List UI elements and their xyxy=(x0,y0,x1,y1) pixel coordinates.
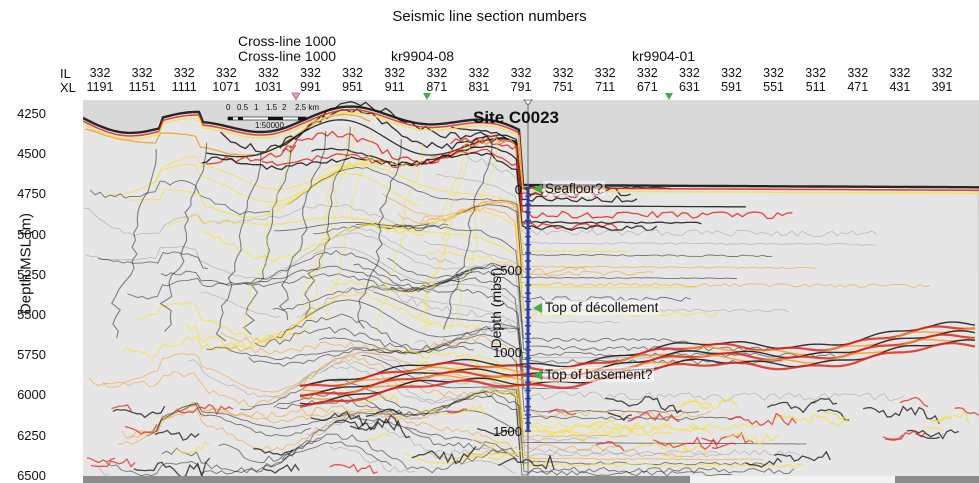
il-value: 332 xyxy=(468,66,490,80)
decollement-annotation: Top of décollement xyxy=(543,300,661,315)
y-tick-label: 5000 xyxy=(17,226,46,242)
il-value: 332 xyxy=(384,66,406,80)
xl-value: 791 xyxy=(510,80,532,94)
borehole-ticks xyxy=(525,187,531,432)
il-value: 332 xyxy=(131,66,153,80)
site-label: Site C0023 xyxy=(473,108,559,127)
depth-tick-500: 500 xyxy=(500,263,522,278)
il-value: 332 xyxy=(805,66,827,80)
depth-tick-0: 0 xyxy=(514,182,522,197)
scale-tick-0: 0 xyxy=(226,103,231,112)
xl-value: 1151 xyxy=(128,80,156,94)
xl-value: 1071 xyxy=(212,80,241,94)
scale-tick-2: 1 xyxy=(254,103,259,112)
y-tick-label: 4250 xyxy=(17,106,46,121)
il-value: 332 xyxy=(847,66,869,80)
xl-value: 711 xyxy=(595,80,616,94)
xl-row-label: XL xyxy=(60,80,76,95)
scale-tick-1: 0.5 xyxy=(237,103,249,112)
figure-title: Seismic line section numbers xyxy=(392,8,587,25)
il-value: 332 xyxy=(889,66,911,80)
il-value: 332 xyxy=(763,66,785,80)
seafloor-annotation: Seafloor? xyxy=(543,181,605,196)
y-tick-label: 4500 xyxy=(17,146,46,162)
il-value: 332 xyxy=(426,66,448,80)
xl-value: 431 xyxy=(889,80,911,94)
il-value: 332 xyxy=(931,66,953,80)
il-value: 332 xyxy=(342,66,364,80)
xl-value: 751 xyxy=(552,80,574,94)
y-tick-label: 6500 xyxy=(17,467,46,483)
il-value: 332 xyxy=(257,66,279,80)
xl-value: 591 xyxy=(721,80,742,94)
il-value: 332 xyxy=(636,66,658,80)
il-value: 332 xyxy=(552,66,574,80)
crossline-label-1: Cross-line 1000 xyxy=(238,33,337,49)
xl-value: 1031 xyxy=(254,80,283,94)
xl-value: 551 xyxy=(763,80,785,94)
line-label-kr9904-08: kr9904-08 xyxy=(391,48,455,64)
xl-value: 671 xyxy=(636,80,658,94)
depth-tick-1000: 1000 xyxy=(493,345,522,360)
scale-tick-5: 2.5 km xyxy=(295,103,320,112)
y-tick-label: 6250 xyxy=(17,427,46,443)
crossline-label-2: Cross-line 1000 xyxy=(238,48,337,64)
xl-value: 831 xyxy=(468,80,490,94)
scale-bar xyxy=(227,116,307,121)
xl-value: 951 xyxy=(342,80,364,94)
crossline-marker-icon xyxy=(291,92,301,101)
depth-tick-1500: 1500 xyxy=(493,424,522,439)
xl-value: 991 xyxy=(300,80,321,94)
il-value: 332 xyxy=(89,66,111,80)
il-value: 332 xyxy=(215,66,237,80)
line-label-kr9904-01: kr9904-01 xyxy=(632,48,696,64)
kr9904-01-marker-icon xyxy=(665,93,673,100)
xl-value: 1191 xyxy=(86,80,114,94)
y-tick-label: 5500 xyxy=(17,307,46,322)
il-value: 332 xyxy=(594,66,616,80)
il-value: 332 xyxy=(510,66,532,80)
il-row-label: IL xyxy=(60,66,71,81)
scale-tick-3: 1.5 xyxy=(266,103,278,112)
annotation-arrows xyxy=(533,184,542,380)
xl-value: 471 xyxy=(847,80,869,94)
xl-value: 911 xyxy=(384,80,405,94)
y-tick-label: 4750 xyxy=(17,186,46,202)
il-value: 332 xyxy=(173,66,195,80)
scale-ratio: 1:50000 xyxy=(255,121,284,130)
scale-tick-4: 2 xyxy=(282,103,287,112)
y-tick-label: 6000 xyxy=(17,387,46,403)
basement-annotation: Top of basement? xyxy=(543,367,655,382)
il-value: 332 xyxy=(300,66,321,80)
xl-value: 871 xyxy=(426,80,448,94)
y-tick-label: 5750 xyxy=(17,347,46,363)
seismic-reflection-image xyxy=(83,101,979,476)
site-marker-icon xyxy=(523,99,533,106)
y-tick-label: 5250 xyxy=(17,266,46,282)
xl-value: 1111 xyxy=(171,80,197,94)
xl-value: 391 xyxy=(931,80,953,94)
il-value: 332 xyxy=(678,66,700,80)
xl-value: 511 xyxy=(805,80,826,94)
y-axis-title: Depth MSL (m) xyxy=(17,212,35,315)
xl-value: 631 xyxy=(678,80,700,94)
il-value: 332 xyxy=(721,66,742,80)
kr9904-08-marker-icon xyxy=(423,93,431,100)
